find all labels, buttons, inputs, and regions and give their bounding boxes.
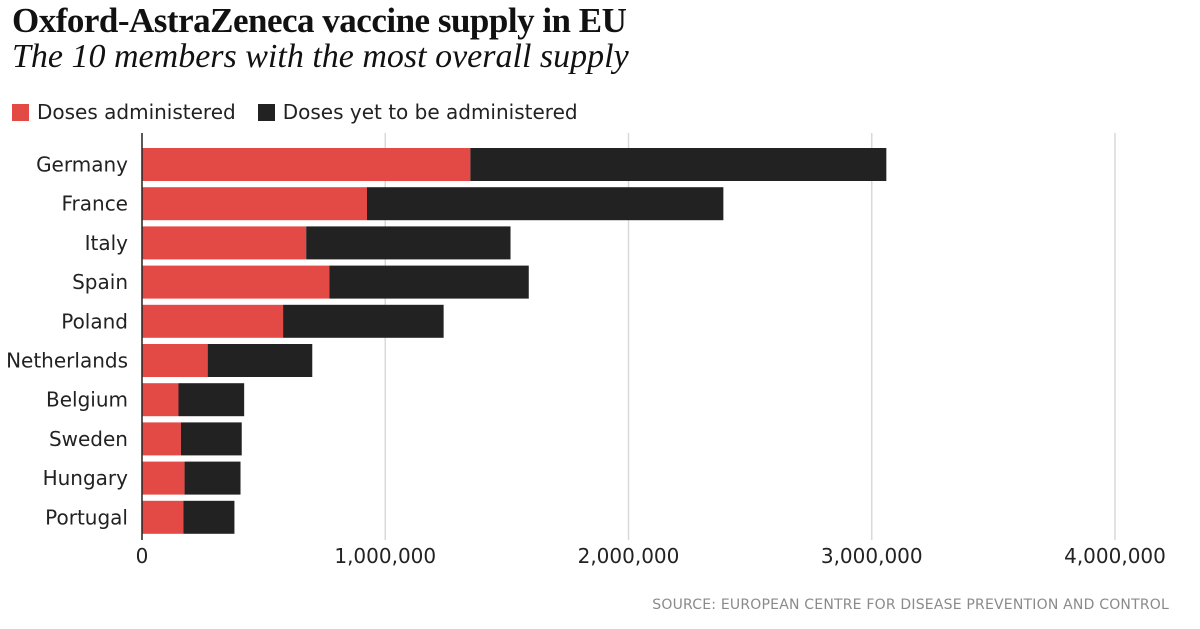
category-label: Portugal: [45, 505, 128, 529]
category-label: Netherlands: [6, 349, 128, 373]
bar-remaining: [207, 344, 313, 377]
bar-remaining: [180, 422, 242, 456]
source-note: SOURCE: EUROPEAN CENTRE FOR DISEASE PREV…: [652, 597, 1169, 613]
bar-remaining: [184, 461, 241, 495]
bar-remaining: [470, 148, 887, 181]
legend-item-administered: Doses administered: [12, 100, 236, 124]
category-label: Poland: [61, 309, 128, 333]
bar-administered: [142, 500, 184, 534]
x-tick-label: 2,000,000: [578, 544, 680, 568]
x-tick-label: 3,000,000: [821, 544, 923, 568]
legend-swatch-remaining: [257, 103, 275, 121]
x-tick-label: 0: [136, 544, 149, 568]
bar-administered: [142, 304, 284, 338]
bar-administered: [142, 226, 307, 260]
category-label: Hungary: [43, 466, 129, 490]
legend-swatch-administered: [12, 103, 29, 121]
category-label: France: [61, 192, 128, 216]
category-label: Germany: [36, 153, 128, 177]
x-tick-label: 1,000,000: [334, 544, 436, 568]
category-label: Spain: [72, 270, 128, 294]
bar-remaining: [283, 304, 444, 338]
category-label: Italy: [85, 231, 129, 255]
category-label: Sweden: [49, 427, 128, 451]
bar-administered: [142, 148, 471, 181]
category-label: Belgium: [46, 388, 128, 412]
chart-title: Oxford-AstraZeneca vaccine supply in EU: [12, 1, 627, 40]
chart-subtitle: The 10 members with the most overall sup…: [12, 38, 629, 75]
bar-remaining: [329, 265, 529, 299]
bar-administered: [142, 265, 330, 299]
bar-remaining: [306, 226, 511, 260]
bar-remaining: [367, 187, 724, 221]
legend-item-remaining: Doses yet to be administered: [257, 100, 578, 124]
bar-administered: [142, 461, 185, 495]
legend-label-remaining: Doses yet to be administered: [282, 100, 578, 124]
legend-label-administered: Doses administered: [37, 100, 236, 124]
bar-remaining: [178, 383, 245, 417]
bar-administered: [142, 383, 179, 417]
bar-administered: [142, 422, 181, 456]
bar-administered: [142, 344, 208, 377]
x-tick-label: 4,000,000: [1064, 544, 1166, 568]
bar-administered: [142, 187, 368, 221]
legend: Doses administered Doses yet to be admin…: [12, 98, 600, 126]
bar-remaining: [183, 500, 235, 534]
